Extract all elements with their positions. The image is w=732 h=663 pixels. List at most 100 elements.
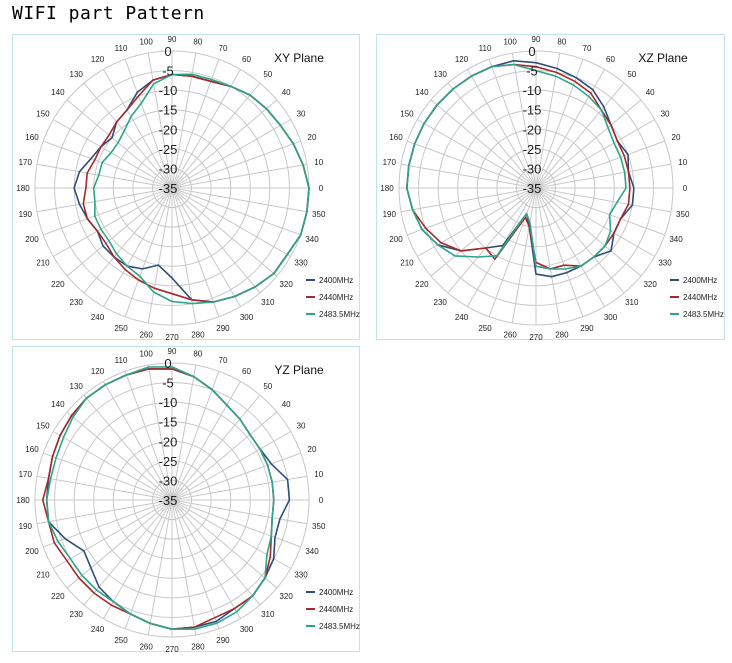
angle-tick-label: 100 [139,37,153,46]
grid-spoke [66,187,173,277]
radial-tick-label: -35 [159,493,178,508]
legend-label: 2400MHz [683,276,717,285]
legend-label: 2483.5MHz [319,622,360,631]
radial-tick-label: -25 [159,454,178,469]
angle-tick-label: 260 [503,331,517,340]
angle-tick-label: 290 [216,324,230,333]
angle-tick-label: 150 [400,110,414,119]
angle-tick-label: 240 [91,625,105,634]
angle-tick-label: 120 [455,55,469,64]
angle-tick-label: 340 [305,547,319,556]
angle-tick-label: 140 [51,400,65,409]
angle-tick-label: 280 [191,643,205,652]
grid-spoke [103,187,173,307]
radial-tick-label: -30 [523,161,542,176]
grid-spoke [400,187,537,213]
angle-tick-label: 120 [91,367,105,376]
radial-tick-label: 0 [164,44,171,59]
grid-spoke [535,187,605,307]
grid-spoke [535,99,642,189]
grid-spoke [83,394,173,501]
grid-spoke [36,499,173,525]
angle-tick-label: 20 [308,445,317,454]
angle-tick-label: 190 [383,210,397,219]
series-line-2483.5mhz [92,73,310,305]
radial-tick-label: -35 [523,181,542,196]
angle-tick-label: 50 [263,70,272,79]
grid-spoke [488,187,537,317]
radial-tick-label: -15 [159,415,178,430]
grid-spoke [171,140,301,189]
grid-spoke [171,499,301,548]
radial-tick-label: 0 [164,356,171,371]
angle-tick-label: 90 [532,35,541,44]
angle-tick-label: 250 [478,324,492,333]
grid-spoke [53,431,173,501]
angle-tick-label: 160 [25,133,39,142]
angle-tick-label: 240 [455,313,469,322]
radial-tick-label: -5 [162,64,174,79]
angle-tick-label: 320 [279,592,293,601]
angle-tick-label: 200 [389,235,403,244]
grid-spoke [430,99,537,189]
angle-tick-label: 30 [297,110,306,119]
angle-tick-label: 160 [389,133,403,142]
angle-tick-label: 170 [383,158,397,167]
legend-label: 2483.5MHz [683,310,724,319]
angle-tick-label: 190 [19,522,33,531]
grid-spoke [447,82,537,189]
angle-tick-label: 190 [19,210,33,219]
grid-spoke [171,499,308,525]
radial-tick-label: -5 [162,376,174,391]
angle-tick-label: 310 [261,610,275,619]
angle-tick-label: 100 [139,349,153,358]
grid-spoke [53,119,173,189]
angle-tick-label: 250 [114,324,128,333]
grid-spoke [36,475,173,501]
radial-tick-label: -20 [523,122,542,137]
angle-tick-label: 350 [312,522,326,531]
angle-tick-label: 60 [242,55,251,64]
chart-title: XY Plane [274,51,324,65]
angle-tick-label: 200 [25,547,39,556]
grid-spoke [53,187,173,257]
angle-tick-label: 40 [282,88,291,97]
angle-tick-label: 220 [415,280,429,289]
angle-tick-label: 260 [139,331,153,340]
angle-tick-label: 300 [240,625,254,634]
polar-chart-xy: 0 10 20 30 40 50 60 70 80 90 100 110 120 130 140 150 160… [16,35,360,342]
grid-spoke [124,59,173,189]
angle-tick-label: 330 [294,571,308,580]
radial-tick-label: -10 [523,83,542,98]
angle-tick-label: 180 [16,184,30,193]
angle-tick-label: 10 [314,470,323,479]
grid-spoke [147,364,173,501]
polar-chart-xz: 0 10 20 30 40 50 60 70 80 90 100 110 120 130 140 150 160… [380,35,724,342]
radial-tick-label: -30 [159,161,178,176]
grid-spoke [171,119,291,189]
angle-tick-label: 200 [25,235,39,244]
grid-spoke [36,187,173,213]
grid-spoke [417,119,537,189]
angle-tick-label: 310 [625,298,639,307]
grid-spoke [171,499,241,619]
angle-tick-label: 60 [242,367,251,376]
angle-tick-label: 250 [114,636,128,645]
angle-tick-label: 90 [168,35,177,44]
grid-spoke [447,187,537,294]
angle-tick-label: 170 [19,470,33,479]
angle-tick-label: 290 [216,636,230,645]
angle-tick-label: 240 [91,313,105,322]
chart-panel-xy: 0 10 20 30 40 50 60 70 80 90 100 110 120 130 140 150 160… [12,34,360,342]
angle-tick-label: 70 [219,356,228,365]
grid-spoke [171,371,220,501]
grid-spoke [171,187,261,294]
angle-tick-label: 180 [16,496,30,505]
grid-spoke [535,140,665,189]
angle-tick-label: 120 [91,55,105,64]
grid-spoke [171,499,278,589]
angle-tick-label: 330 [294,259,308,268]
grid-spoke [535,187,655,257]
angle-tick-label: 320 [643,280,657,289]
grid-spoke [171,499,261,606]
